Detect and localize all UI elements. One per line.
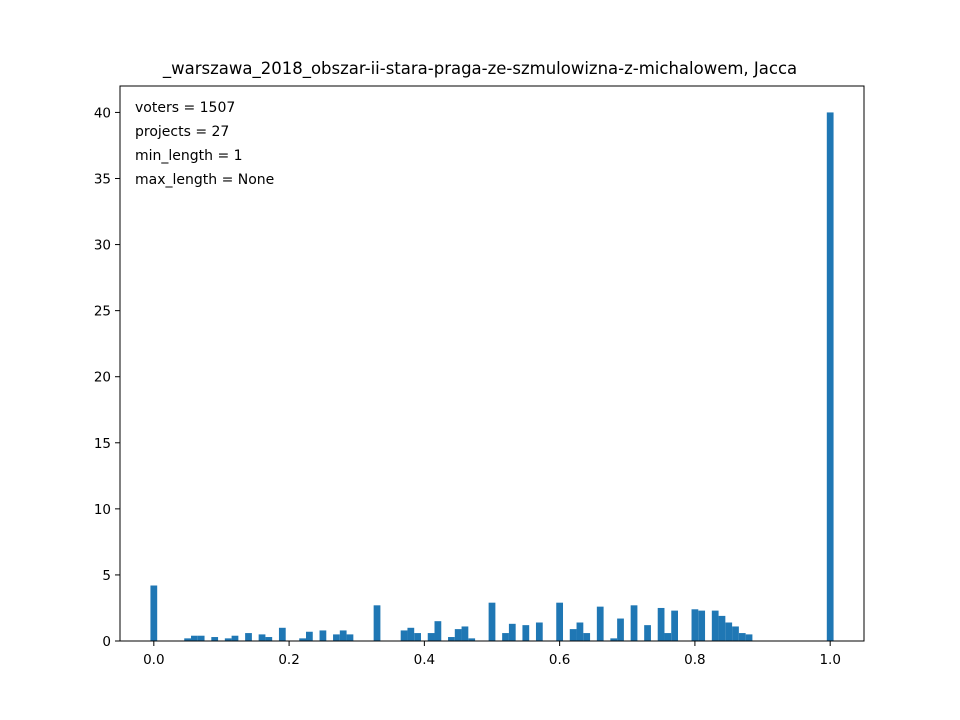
histogram-bar-5 — [224, 638, 232, 641]
histogram-bar-17 — [373, 605, 381, 641]
histogram-bar-28 — [502, 633, 509, 641]
histogram-bar-31 — [535, 622, 543, 641]
y-tick-label-2: 10 — [94, 502, 111, 518]
histogram-bar-36 — [596, 606, 604, 641]
histogram-bar-52 — [826, 112, 834, 642]
histogram-bar-45 — [698, 610, 706, 641]
histogram-bar-25 — [461, 626, 469, 641]
y-axis-ticks: 0 5 10 15 20 25 30 35 40 — [94, 105, 120, 650]
histogram-bar-39 — [630, 605, 638, 641]
histogram-bar-48 — [725, 622, 733, 641]
histogram-bar-3 — [197, 635, 205, 641]
histogram-bar-1 — [184, 638, 192, 641]
histogram-bar-44 — [691, 609, 699, 641]
histogram-bar-26 — [468, 638, 476, 641]
histogram-bar-35 — [583, 633, 591, 641]
histogram-bar-46 — [711, 610, 719, 641]
histogram-bar-23 — [448, 637, 455, 641]
histogram-bar-49 — [732, 626, 739, 641]
annotation-max-length: max_length = None — [135, 172, 274, 188]
annotation-projects: projects = 27 — [135, 124, 229, 140]
histogram-bar-12 — [306, 631, 313, 641]
histogram-bar-18 — [400, 630, 408, 641]
y-tick-label-4: 20 — [94, 370, 111, 386]
histogram-bar-38 — [617, 618, 624, 641]
histogram-bar-7 — [245, 633, 252, 641]
x-tick-label-1: 0.2 — [278, 652, 299, 668]
histogram-bar-0 — [150, 585, 158, 641]
histogram-bar-51 — [745, 634, 753, 641]
histogram-bar-29 — [508, 623, 516, 641]
histogram-bar-6 — [231, 635, 239, 641]
annotation-box: voters = 1507 projects = 27 min_length =… — [135, 100, 274, 188]
histogram-bar-19 — [407, 627, 415, 641]
histogram-bar-10 — [278, 627, 286, 641]
x-tick-label-0: 0.0 — [143, 652, 164, 668]
y-tick-label-0: 0 — [102, 634, 111, 650]
histogram-bar-32 — [556, 602, 564, 641]
histogram-bar-47 — [718, 615, 726, 641]
histogram-bar-15 — [339, 630, 347, 641]
histogram-bar-33 — [569, 629, 577, 641]
chart-title: _warszawa_2018_obszar-ii-stara-praga-ze-… — [162, 59, 797, 79]
x-axis-ticks: 0.0 0.2 0.4 0.6 0.8 1.0 — [143, 641, 841, 668]
y-tick-label-3: 15 — [94, 436, 111, 452]
histogram-bar-9 — [265, 637, 273, 641]
histogram-bar-42 — [664, 633, 672, 641]
y-tick-label-6: 30 — [94, 238, 111, 254]
x-tick-label-4: 0.8 — [684, 652, 705, 668]
histogram-bar-50 — [738, 633, 746, 641]
histogram-bar-8 — [258, 634, 266, 641]
x-tick-label-3: 0.6 — [549, 652, 570, 668]
histogram-bar-34 — [576, 622, 584, 641]
histogram-bar-37 — [610, 638, 618, 641]
histogram-bar-11 — [299, 638, 306, 641]
histogram-bar-2 — [191, 635, 198, 641]
histogram-bar-27 — [488, 602, 496, 641]
bars-group — [150, 112, 834, 642]
y-tick-label-1: 5 — [102, 568, 111, 584]
histogram-bar-13 — [319, 630, 327, 641]
histogram-bar-21 — [427, 633, 435, 641]
y-tick-label-8: 40 — [94, 105, 111, 121]
x-tick-label-2: 0.4 — [414, 652, 435, 668]
annotation-voters: voters = 1507 — [135, 100, 235, 116]
histogram-bar-43 — [671, 610, 678, 641]
histogram-bar-22 — [434, 621, 442, 641]
histogram-bar-14 — [333, 634, 340, 641]
histogram-bar-16 — [346, 634, 354, 641]
y-tick-label-5: 25 — [94, 304, 111, 320]
histogram-bar-30 — [522, 625, 530, 641]
histogram-bar-4 — [211, 637, 219, 641]
histogram-bar-24 — [454, 629, 462, 641]
histogram-bar-20 — [414, 633, 421, 641]
annotation-min-length: min_length = 1 — [135, 148, 243, 164]
axes-frame — [119, 85, 865, 642]
x-tick-label-5: 1.0 — [819, 652, 840, 668]
histogram-bar-41 — [657, 607, 665, 641]
y-tick-label-7: 35 — [94, 172, 111, 188]
histogram-bar-40 — [644, 625, 651, 641]
